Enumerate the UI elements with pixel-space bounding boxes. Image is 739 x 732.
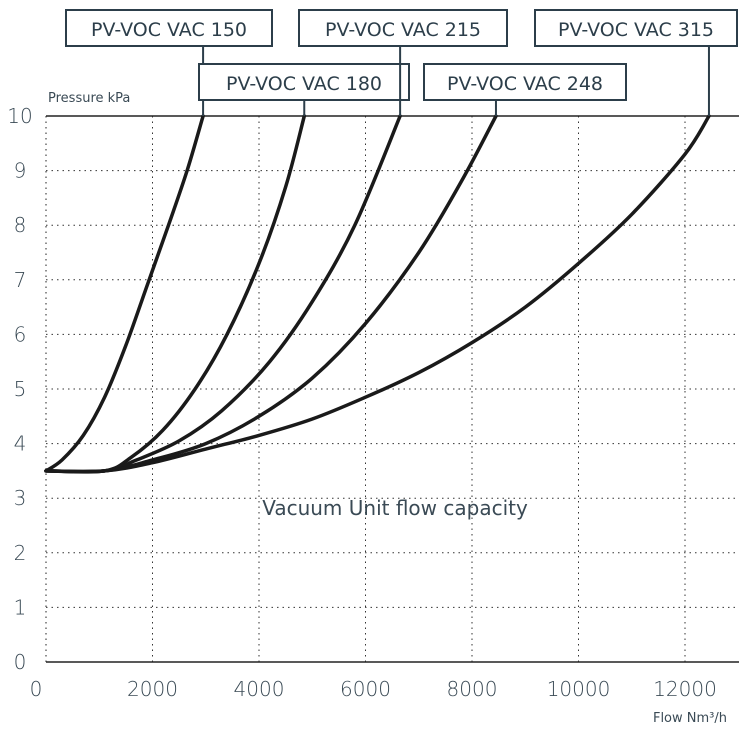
y-tick-label: 5 bbox=[14, 377, 27, 401]
series-curve bbox=[44, 114, 205, 473]
x-tick-label: 8000 bbox=[447, 677, 498, 701]
series-label: PV-VOC VAC 315 bbox=[558, 19, 714, 41]
series-label-box bbox=[534, 9, 738, 47]
y-tick-label: 10 bbox=[7, 104, 32, 128]
y-tick-label: 0 bbox=[14, 650, 27, 674]
tick-labels: 0 1 2 3 4 5 6 7 8 9 10 0 2000 4000 6000 8000 10000 12000 bbox=[7, 104, 717, 701]
grid-lines bbox=[46, 115, 739, 662]
series-label: PV-VOC VAC 180 bbox=[226, 73, 382, 95]
y-tick-label: 6 bbox=[14, 322, 27, 346]
x-axis-label: Flow Nm³/h bbox=[653, 711, 727, 726]
y-tick-label: 1 bbox=[14, 595, 27, 619]
x-tick-label: 2000 bbox=[127, 677, 178, 701]
y-axis-label: Pressure kPa bbox=[48, 91, 130, 106]
y-tick-label: 7 bbox=[14, 268, 27, 292]
series-curve bbox=[44, 114, 498, 474]
series-curves bbox=[44, 114, 711, 474]
y-tick-label: 4 bbox=[14, 432, 27, 456]
series-curve bbox=[44, 114, 307, 474]
series-label: PV-VOC VAC 248 bbox=[447, 73, 603, 95]
y-tick-label: 3 bbox=[14, 486, 27, 510]
chart-annotation: Vacuum Unit flow capacity bbox=[262, 496, 528, 520]
y-tick-label: 2 bbox=[14, 541, 27, 565]
x-tick-label: 0 bbox=[30, 677, 43, 701]
x-tick-label: 12000 bbox=[653, 677, 717, 701]
x-tick-label: 6000 bbox=[340, 677, 391, 701]
series-label: PV-VOC VAC 215 bbox=[325, 19, 481, 41]
x-tick-label: 10000 bbox=[547, 677, 611, 701]
series-label-box bbox=[298, 9, 508, 47]
series-label-box bbox=[423, 63, 627, 101]
series-label: PV-VOC VAC 150 bbox=[91, 19, 247, 41]
series-curve bbox=[44, 114, 711, 474]
series-labels: PV-VOC VAC 150 PV-VOC VAC 180 PV-VOC VAC 2… bbox=[65, 9, 738, 116]
series-curve bbox=[44, 114, 402, 474]
axes bbox=[45, 115, 739, 663]
y-tick-label: 8 bbox=[14, 213, 27, 237]
x-tick-label: 4000 bbox=[234, 677, 285, 701]
series-label-box bbox=[65, 9, 273, 47]
series-label-box bbox=[198, 63, 410, 101]
y-tick-label: 9 bbox=[14, 159, 27, 183]
